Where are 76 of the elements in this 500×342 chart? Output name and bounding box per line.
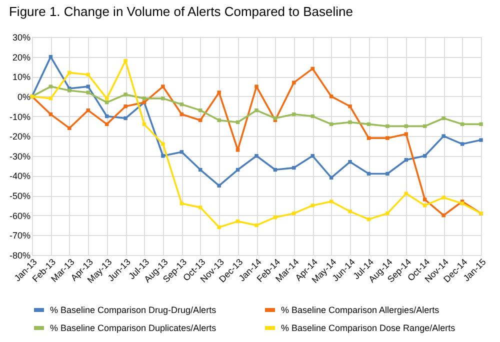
point — [217, 90, 221, 94]
point — [404, 132, 408, 136]
point — [423, 198, 427, 202]
point — [124, 104, 128, 108]
point — [366, 136, 371, 140]
point — [142, 96, 146, 100]
y-tick-label: -60% — [9, 210, 30, 221]
legend-label: % Baseline Comparison Drug-Drug/Alerts — [50, 305, 217, 315]
legend-label: % Baseline Comparison Dose Range/Alerts — [281, 323, 456, 333]
y-tick-label: -10% — [9, 112, 30, 122]
point — [217, 225, 221, 230]
legend-label: % Baseline Comparison Duplicates/Alerts — [50, 323, 217, 333]
point — [217, 118, 221, 122]
y-tick-label: 20% — [12, 52, 30, 62]
point — [104, 100, 109, 104]
point — [386, 172, 390, 176]
point — [386, 136, 390, 140]
legend-label: % Baseline Comparison Allergies/Alerts — [281, 305, 440, 315]
point — [180, 202, 184, 206]
point — [404, 192, 408, 196]
point — [292, 212, 296, 216]
point — [161, 96, 165, 100]
point — [254, 223, 258, 228]
point — [217, 184, 221, 188]
point — [479, 138, 483, 142]
point — [180, 102, 184, 106]
point — [329, 94, 334, 98]
point — [161, 154, 165, 158]
point — [423, 154, 427, 158]
point — [348, 104, 352, 108]
point — [310, 154, 314, 158]
point — [292, 166, 296, 170]
point — [386, 212, 390, 216]
point — [442, 134, 446, 138]
point — [348, 160, 352, 164]
point — [236, 148, 240, 152]
point — [198, 206, 202, 210]
point — [68, 70, 72, 75]
point — [292, 80, 296, 84]
y-tick-label: 10% — [12, 72, 30, 82]
point — [254, 84, 258, 88]
y-tick-label: -40% — [9, 171, 30, 182]
chart-title: Figure 1. Change in Volume of Alerts Compared to Baseline — [8, 4, 353, 19]
y-tick-label: 30% — [12, 32, 30, 42]
point — [104, 96, 109, 100]
point — [386, 124, 390, 128]
point — [254, 108, 258, 112]
point — [348, 210, 352, 214]
point — [124, 92, 128, 96]
point — [48, 84, 53, 88]
point — [180, 150, 184, 154]
point — [86, 90, 90, 94]
point — [310, 204, 314, 208]
point — [124, 116, 128, 120]
point — [292, 112, 296, 116]
point — [423, 204, 427, 208]
y-tick-label: -20% — [9, 132, 30, 142]
point — [348, 120, 352, 124]
point — [460, 142, 464, 146]
point — [161, 84, 165, 88]
point — [329, 200, 334, 204]
point — [442, 213, 446, 218]
point — [68, 126, 72, 130]
point — [86, 84, 90, 88]
y-tick-label: 0% — [17, 92, 30, 102]
point — [48, 96, 53, 100]
point — [442, 196, 446, 200]
y-tick-label: -30% — [9, 151, 30, 162]
y-tick-label: -80% — [9, 250, 30, 260]
y-tick-label: -70% — [9, 230, 30, 241]
point — [124, 58, 128, 63]
point — [254, 154, 258, 158]
point — [161, 142, 165, 146]
point — [479, 122, 483, 126]
point — [442, 116, 446, 120]
y-tick-label: -50% — [9, 191, 30, 202]
